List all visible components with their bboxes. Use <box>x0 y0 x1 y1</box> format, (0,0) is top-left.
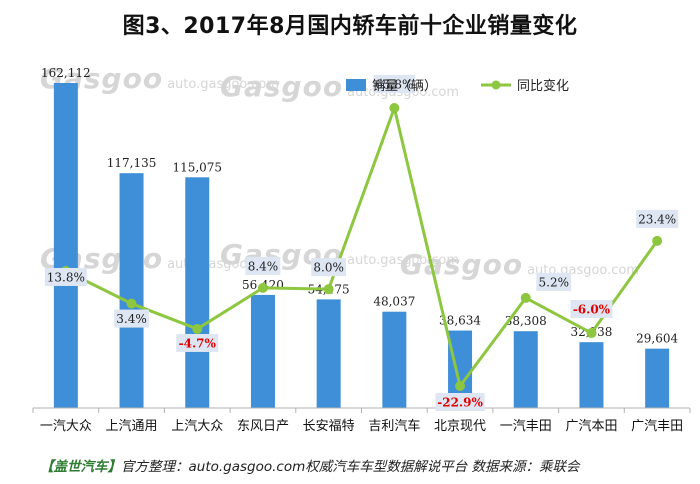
yoy-value-label: 23.4% <box>638 212 676 226</box>
bar-value-label: 117,135 <box>107 156 157 170</box>
yoy-point <box>192 323 203 334</box>
bar <box>382 311 407 408</box>
bar <box>119 173 144 408</box>
bar <box>53 83 78 408</box>
yoy-point <box>455 381 466 391</box>
bar <box>513 331 538 408</box>
bar-value-label: 115,075 <box>172 160 222 174</box>
x-tick-label: 上汽大众 <box>171 419 223 434</box>
legend: 销量（辆） 同比变化 <box>346 78 569 94</box>
bar-value-label: 29,604 <box>636 332 678 346</box>
x-tick-label: 上汽通用 <box>106 419 158 434</box>
x-tick-label: 长安福特 <box>303 419 355 434</box>
bar-value-label: 38,308 <box>505 314 547 328</box>
yoy-value-label: -22.9% <box>437 396 483 410</box>
x-axis: 一汽大众 上汽通用 上汽大众 东风日产 长安福特 吉利汽车 北京现代 一汽丰田 广汽本田 广汽丰田 <box>32 407 691 434</box>
yoy-value-label: 3.4% <box>116 312 147 326</box>
legend-bar-swatch <box>346 79 366 91</box>
yoy-value-label: 8.0% <box>313 261 344 275</box>
yoy-point <box>586 328 597 339</box>
yoy-label-box <box>373 75 416 93</box>
bar <box>645 348 670 408</box>
yoy-point <box>126 298 137 309</box>
bar <box>316 299 341 408</box>
bar-value-labels: 162,112117,135115,07556,42054,17548,0373… <box>41 66 678 346</box>
yoy-value-label: 65.8% <box>375 78 413 92</box>
chart-title: 图3、2017年8月国内轿车前十企业销量变化 <box>122 14 578 39</box>
yoy-point <box>520 292 531 303</box>
footer-text: 官方整理：auto.gasgoo.com权威汽车车型数据解说平台 数据来源：乘联… <box>121 459 580 475</box>
x-tick-label: 广汽本田 <box>565 419 617 434</box>
x-tick-label: 一汽丰田 <box>500 419 552 434</box>
bar-value-label: 162,112 <box>41 66 91 80</box>
yoy-point <box>323 284 334 295</box>
yoy-point <box>652 235 663 246</box>
yoy-value-label: -6.0% <box>573 303 611 317</box>
yoy-value-label: -4.7% <box>179 336 217 350</box>
yoy-value-labels: 13.8% 3.4% -4.7% 8.4% 8.0% 65.8% -22.9% 5.2%-6.… <box>44 75 679 411</box>
bar <box>579 342 604 408</box>
x-tick-label: 一汽大众 <box>40 419 92 434</box>
legend-line-marker <box>491 80 501 90</box>
yoy-label-box <box>435 393 485 411</box>
yoy-point <box>389 103 400 113</box>
yoy-label-box <box>114 309 149 328</box>
yoy-label-box <box>245 256 281 275</box>
footer: 【盖世汽车】官方整理：auto.gasgoo.com权威汽车车型数据解说平台 数… <box>40 455 580 475</box>
yoy-label-box <box>176 333 219 352</box>
yoy-label-box <box>570 300 613 319</box>
yoy-label-box <box>636 209 679 228</box>
yoy-point <box>257 282 268 293</box>
x-tick-label: 北京现代 <box>434 419 486 434</box>
bar <box>250 294 275 408</box>
yoy-label-box <box>311 258 347 277</box>
footer-brand: 【盖世汽车】 <box>40 459 121 475</box>
legend-line-label: 同比变化 <box>517 78 569 94</box>
yoy-value-label: 5.2% <box>539 275 570 289</box>
legend-bar-label: 销量（辆） <box>372 79 437 94</box>
x-tick-label: 东风日产 <box>237 419 289 434</box>
x-tick-label: 广汽丰田 <box>631 419 683 434</box>
yoy-label-box <box>44 267 87 286</box>
bar-value-label: 48,037 <box>373 295 415 309</box>
bar-value-label: 38,634 <box>439 314 481 328</box>
yoy-line-series <box>60 103 663 391</box>
yoy-value-label: 13.8% <box>47 270 85 284</box>
x-tick-label: 吉利汽车 <box>368 418 420 434</box>
yoy-line <box>65 106 659 388</box>
bar <box>185 177 210 408</box>
bar-series <box>53 83 670 408</box>
yoy-label-box <box>536 272 572 291</box>
yoy-value-label: 8.4% <box>248 259 279 273</box>
